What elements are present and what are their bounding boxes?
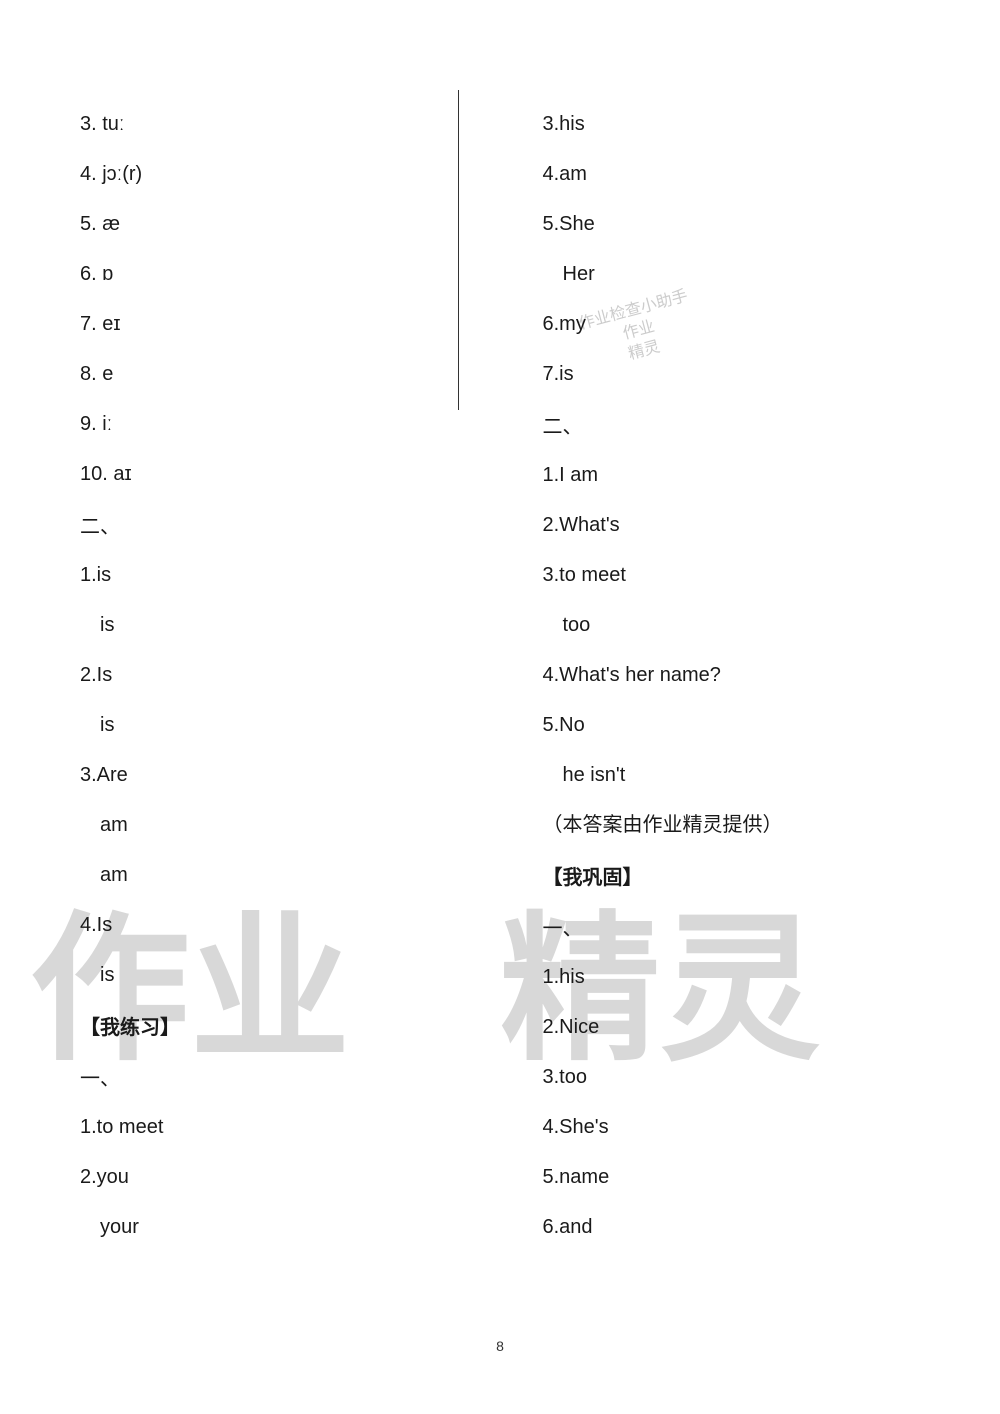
right-consolidate-label: 【我巩固】 <box>543 861 941 890</box>
left-column: 3. tuː 4. jɔː(r) 5. æ 6. ɒ 7. eɪ 8. e 9.… <box>0 110 508 1263</box>
left-practice-label: 【我练习】 <box>80 1011 478 1040</box>
right-consolidate-sub-label: 一、 <box>543 912 941 941</box>
left-item-6: 9. iː <box>80 410 478 438</box>
left-s2-0: 1.is <box>80 561 478 589</box>
right-cons-5: 6.and <box>543 1213 941 1241</box>
left-item-2: 5. æ <box>80 210 478 238</box>
right-cons-1: 2.Nice <box>543 1013 941 1041</box>
right-cons-4: 5.name <box>543 1163 941 1191</box>
right-top-0: 3.his <box>543 110 941 138</box>
left-s2-5: am <box>80 811 478 839</box>
left-practice-0: 1.to meet <box>80 1113 478 1141</box>
right-cons-2: 3.too <box>543 1063 941 1091</box>
right-s2-3: too <box>543 611 941 639</box>
right-top-3: Her <box>543 260 941 288</box>
right-s2-1: 2.What's <box>543 511 941 539</box>
right-cons-0: 1.his <box>543 963 941 991</box>
left-item-3: 6. ɒ <box>80 260 478 288</box>
right-s2-0: 1.I am <box>543 461 941 489</box>
right-s2-4: 4.What's her name? <box>543 661 941 689</box>
left-s2-3: is <box>80 711 478 739</box>
left-practice-2: your <box>80 1213 478 1241</box>
left-item-4: 7. eɪ <box>80 310 478 338</box>
right-top-5: 7.is <box>543 360 941 388</box>
right-credit: （本答案由作业精灵提供） <box>543 811 941 839</box>
right-s2-6: he isn't <box>543 761 941 789</box>
right-top-4: 6.my <box>543 310 941 338</box>
right-cons-3: 4.She's <box>543 1113 941 1141</box>
left-item-7: 10. aɪ <box>80 460 478 488</box>
left-s2-4: 3.Are <box>80 761 478 789</box>
left-section-two-label: 二、 <box>80 510 478 539</box>
left-item-0: 3. tuː <box>80 110 478 138</box>
page-number: 8 <box>496 1338 504 1354</box>
left-item-5: 8. e <box>80 360 478 388</box>
left-s2-8: is <box>80 961 478 989</box>
left-practice-sub-label: 一、 <box>80 1062 478 1091</box>
left-s2-7: 4.Is <box>80 911 478 939</box>
right-column: 3.his 4.am 5.She Her 6.my 7.is 二、 1.I am… <box>508 110 1000 1263</box>
right-top-2: 5.She <box>543 210 941 238</box>
left-item-1: 4. jɔː(r) <box>80 160 478 188</box>
left-s2-2: 2.Is <box>80 661 478 689</box>
right-s2-5: 5.No <box>543 711 941 739</box>
right-section-two-label: 二、 <box>543 410 941 439</box>
right-s2-2: 3.to meet <box>543 561 941 589</box>
right-top-1: 4.am <box>543 160 941 188</box>
left-s2-6: am <box>80 861 478 889</box>
left-practice-1: 2.you <box>80 1163 478 1191</box>
left-s2-1: is <box>80 611 478 639</box>
